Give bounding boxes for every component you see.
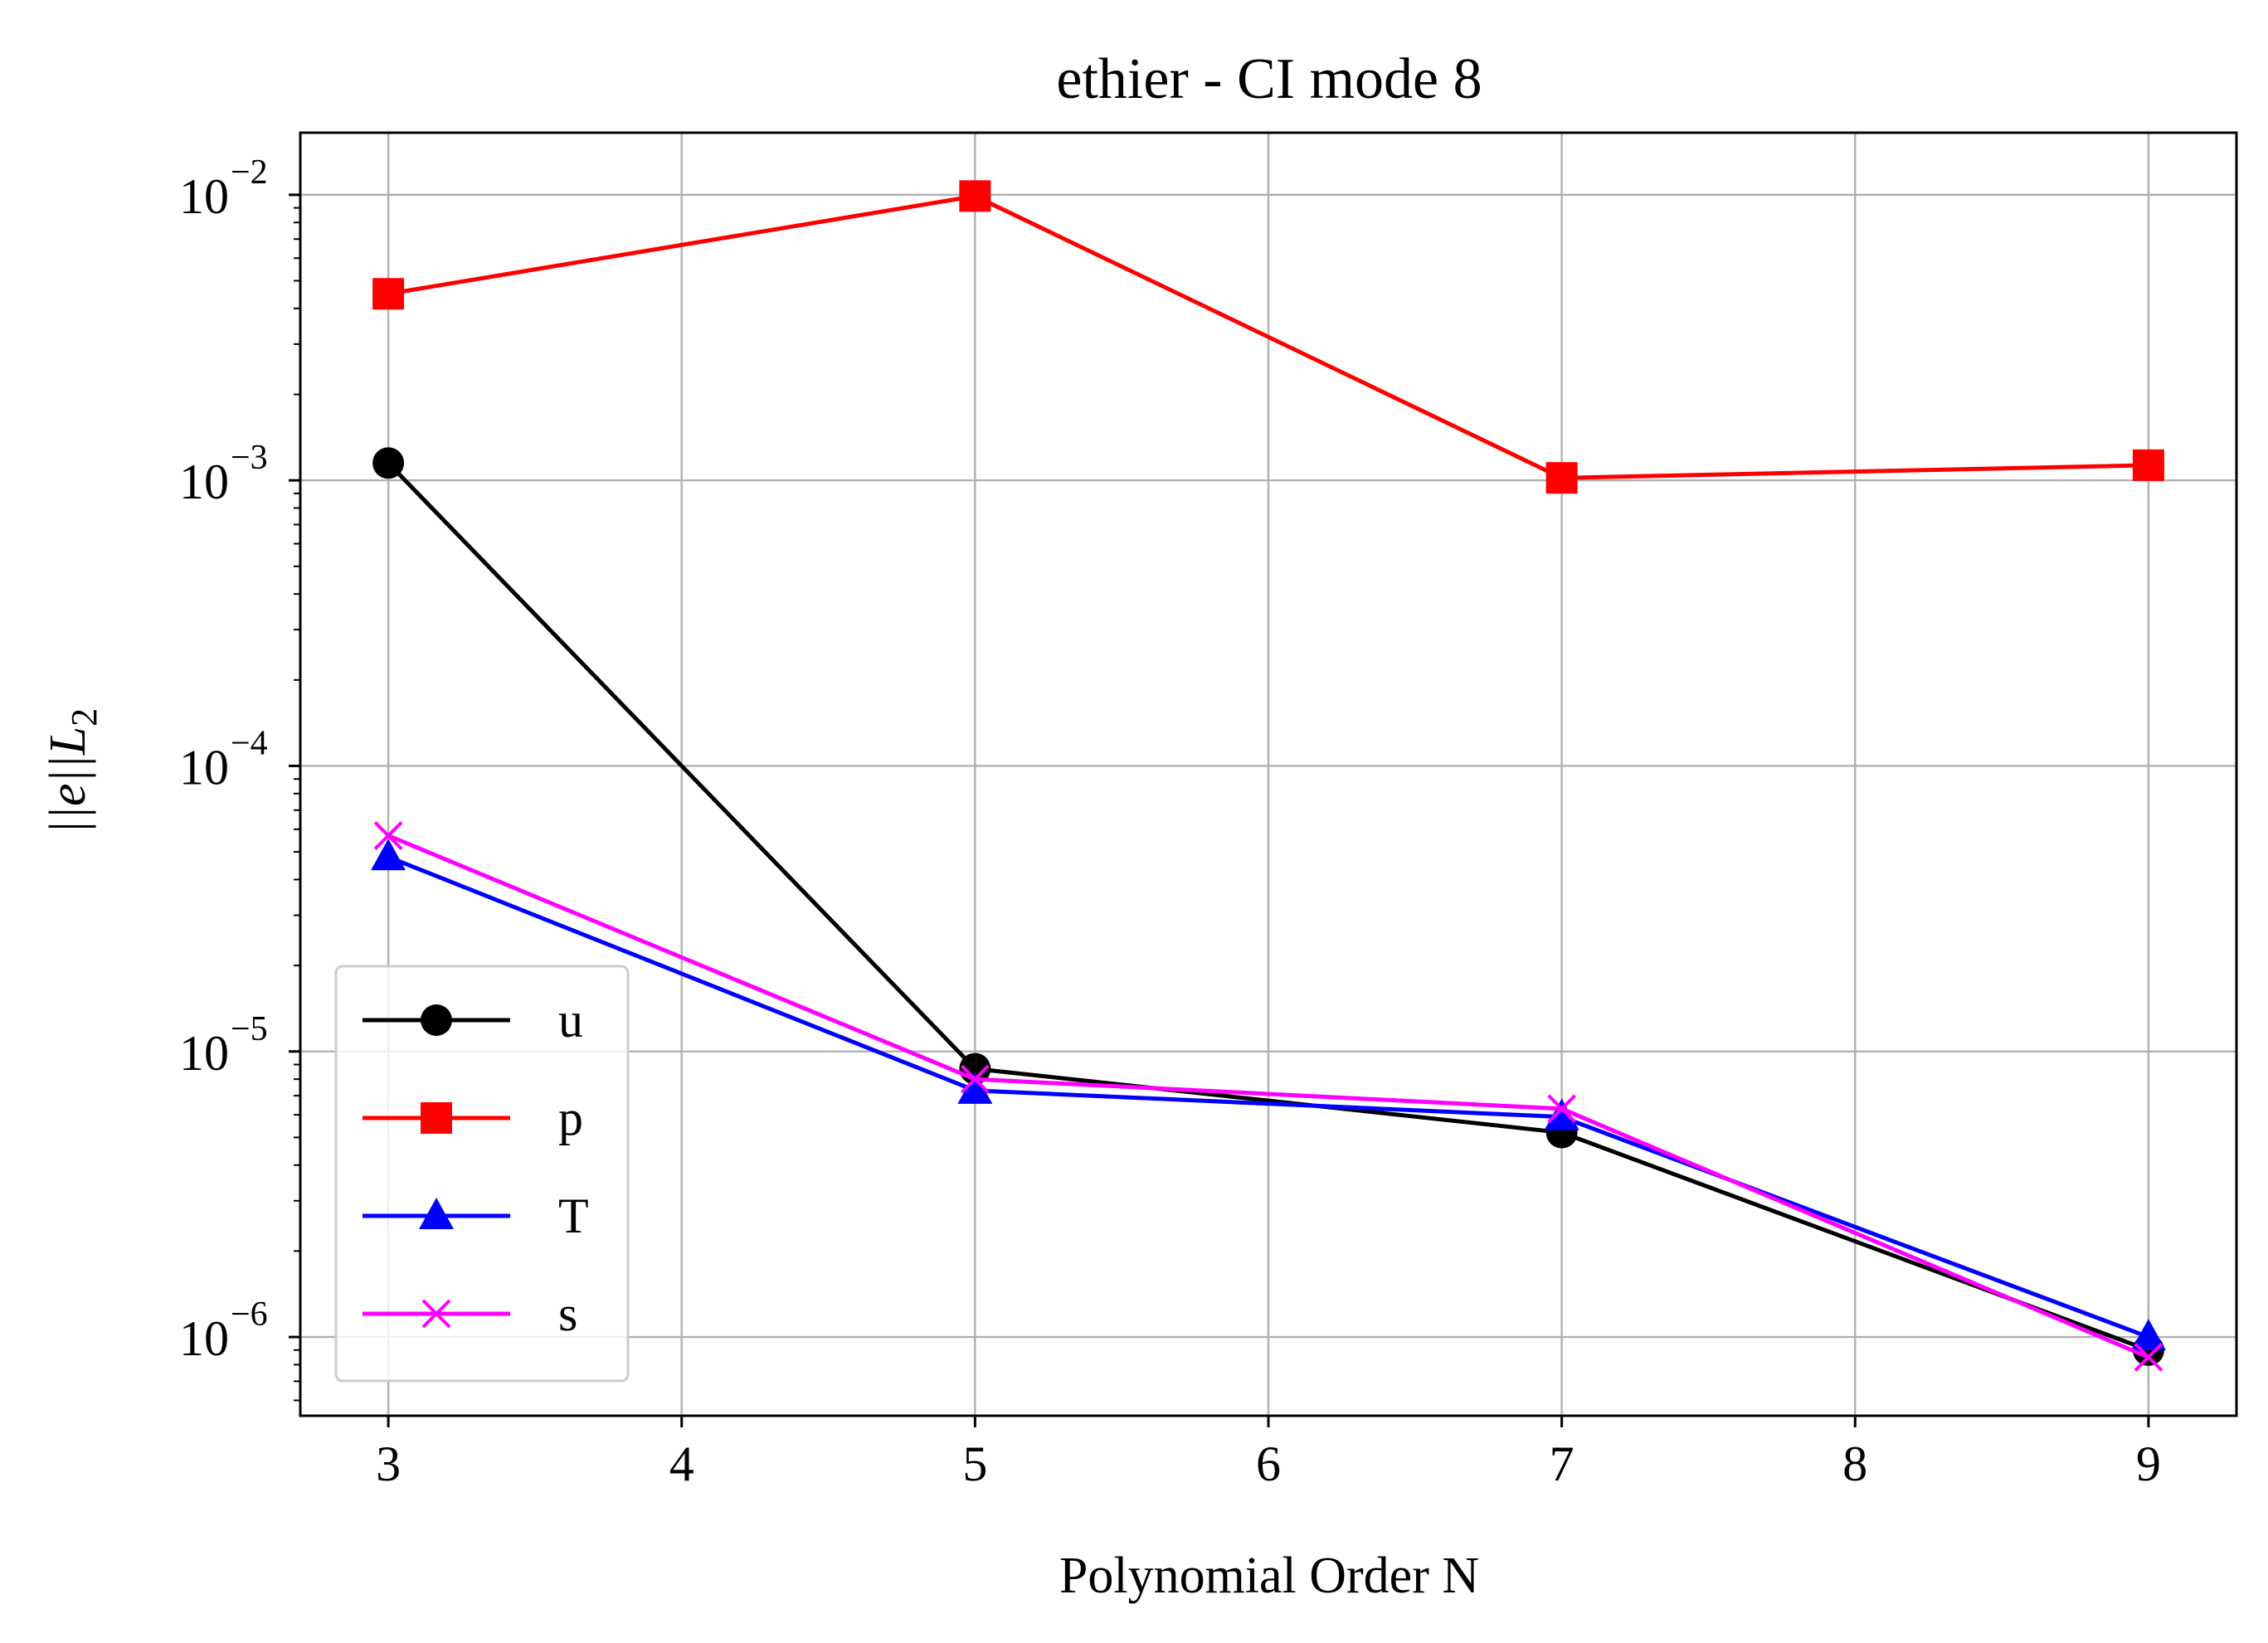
legend-entry-T: T: [363, 1189, 589, 1243]
series-line-p: [387, 193, 2149, 480]
data-point-u: [372, 447, 405, 479]
data-point-s: [960, 1064, 990, 1094]
legend-marker-s: [421, 1299, 451, 1329]
y-tick-exponent: −3: [231, 439, 268, 477]
x-tick-label: 7: [1550, 1436, 1574, 1491]
series-line-u: [387, 461, 2149, 1353]
y-axis-label: ||e||L2: [40, 708, 105, 834]
legend-label: T: [558, 1189, 589, 1243]
x-tick-label: 4: [669, 1436, 694, 1491]
series-layer: [371, 180, 2166, 1372]
data-point-s: [373, 821, 403, 850]
data-point-T: [1544, 1098, 1579, 1130]
legend-marker-p: [421, 1102, 452, 1134]
x-tick-label: 8: [1842, 1436, 1867, 1491]
legend-label: p: [558, 1091, 583, 1145]
legend-label: u: [558, 993, 583, 1048]
legend-entry-s: s: [363, 1286, 577, 1341]
series-p: [372, 180, 2164, 494]
y-tick-exponent: −5: [231, 1010, 268, 1048]
legend-box: [334, 965, 630, 1383]
svg-text:||e||L2: ||e||L2: [40, 708, 105, 834]
legend-entry-u: u: [363, 993, 583, 1048]
y-tick-label: 10: [179, 169, 229, 224]
axis-ticks: 3 4 5 6 7 8 910−610−510−410−310−2: [179, 153, 2161, 1491]
y-tick-exponent: −4: [231, 724, 268, 762]
x-axis-label: Polynomial Order N: [1059, 1548, 1479, 1604]
grid-lines: [300, 133, 2236, 1416]
y-tick-label: 10: [179, 454, 229, 509]
data-point-s: [2134, 1342, 2163, 1372]
series-T: [371, 839, 2166, 1351]
chart-title: ethier - CI mode 8: [1056, 47, 1482, 111]
data-point-T: [2130, 1319, 2166, 1351]
x-tick-label: 9: [2136, 1436, 2161, 1491]
legend-marker-u: [421, 1004, 452, 1036]
y-tick-label: 10: [179, 1311, 229, 1366]
legend-entry-p: p: [363, 1091, 583, 1145]
series-line-s: [387, 834, 2149, 1359]
data-point-T: [957, 1072, 993, 1104]
data-point-p: [1545, 462, 1578, 494]
series-s: [373, 821, 2163, 1372]
y-tick-label: 10: [179, 740, 229, 795]
data-point-p: [372, 278, 405, 310]
series-line-T: [387, 854, 2149, 1339]
x-tick-label: 5: [962, 1436, 987, 1491]
y-tick-exponent: −2: [231, 153, 268, 192]
y-axis-label-main: ||e||L: [40, 727, 96, 834]
data-point-s: [1547, 1094, 1577, 1124]
legend-marker-T: [419, 1198, 454, 1229]
y-tick-exponent: −6: [231, 1295, 268, 1334]
y-axis-label-subscript: 2: [64, 708, 105, 727]
data-point-p: [959, 180, 991, 212]
data-point-T: [371, 839, 406, 871]
x-tick-label: 3: [376, 1436, 401, 1491]
legend-label: s: [558, 1286, 577, 1341]
y-tick-label: 10: [179, 1026, 229, 1081]
x-tick-label: 6: [1256, 1436, 1281, 1491]
data-point-p: [2132, 449, 2164, 481]
